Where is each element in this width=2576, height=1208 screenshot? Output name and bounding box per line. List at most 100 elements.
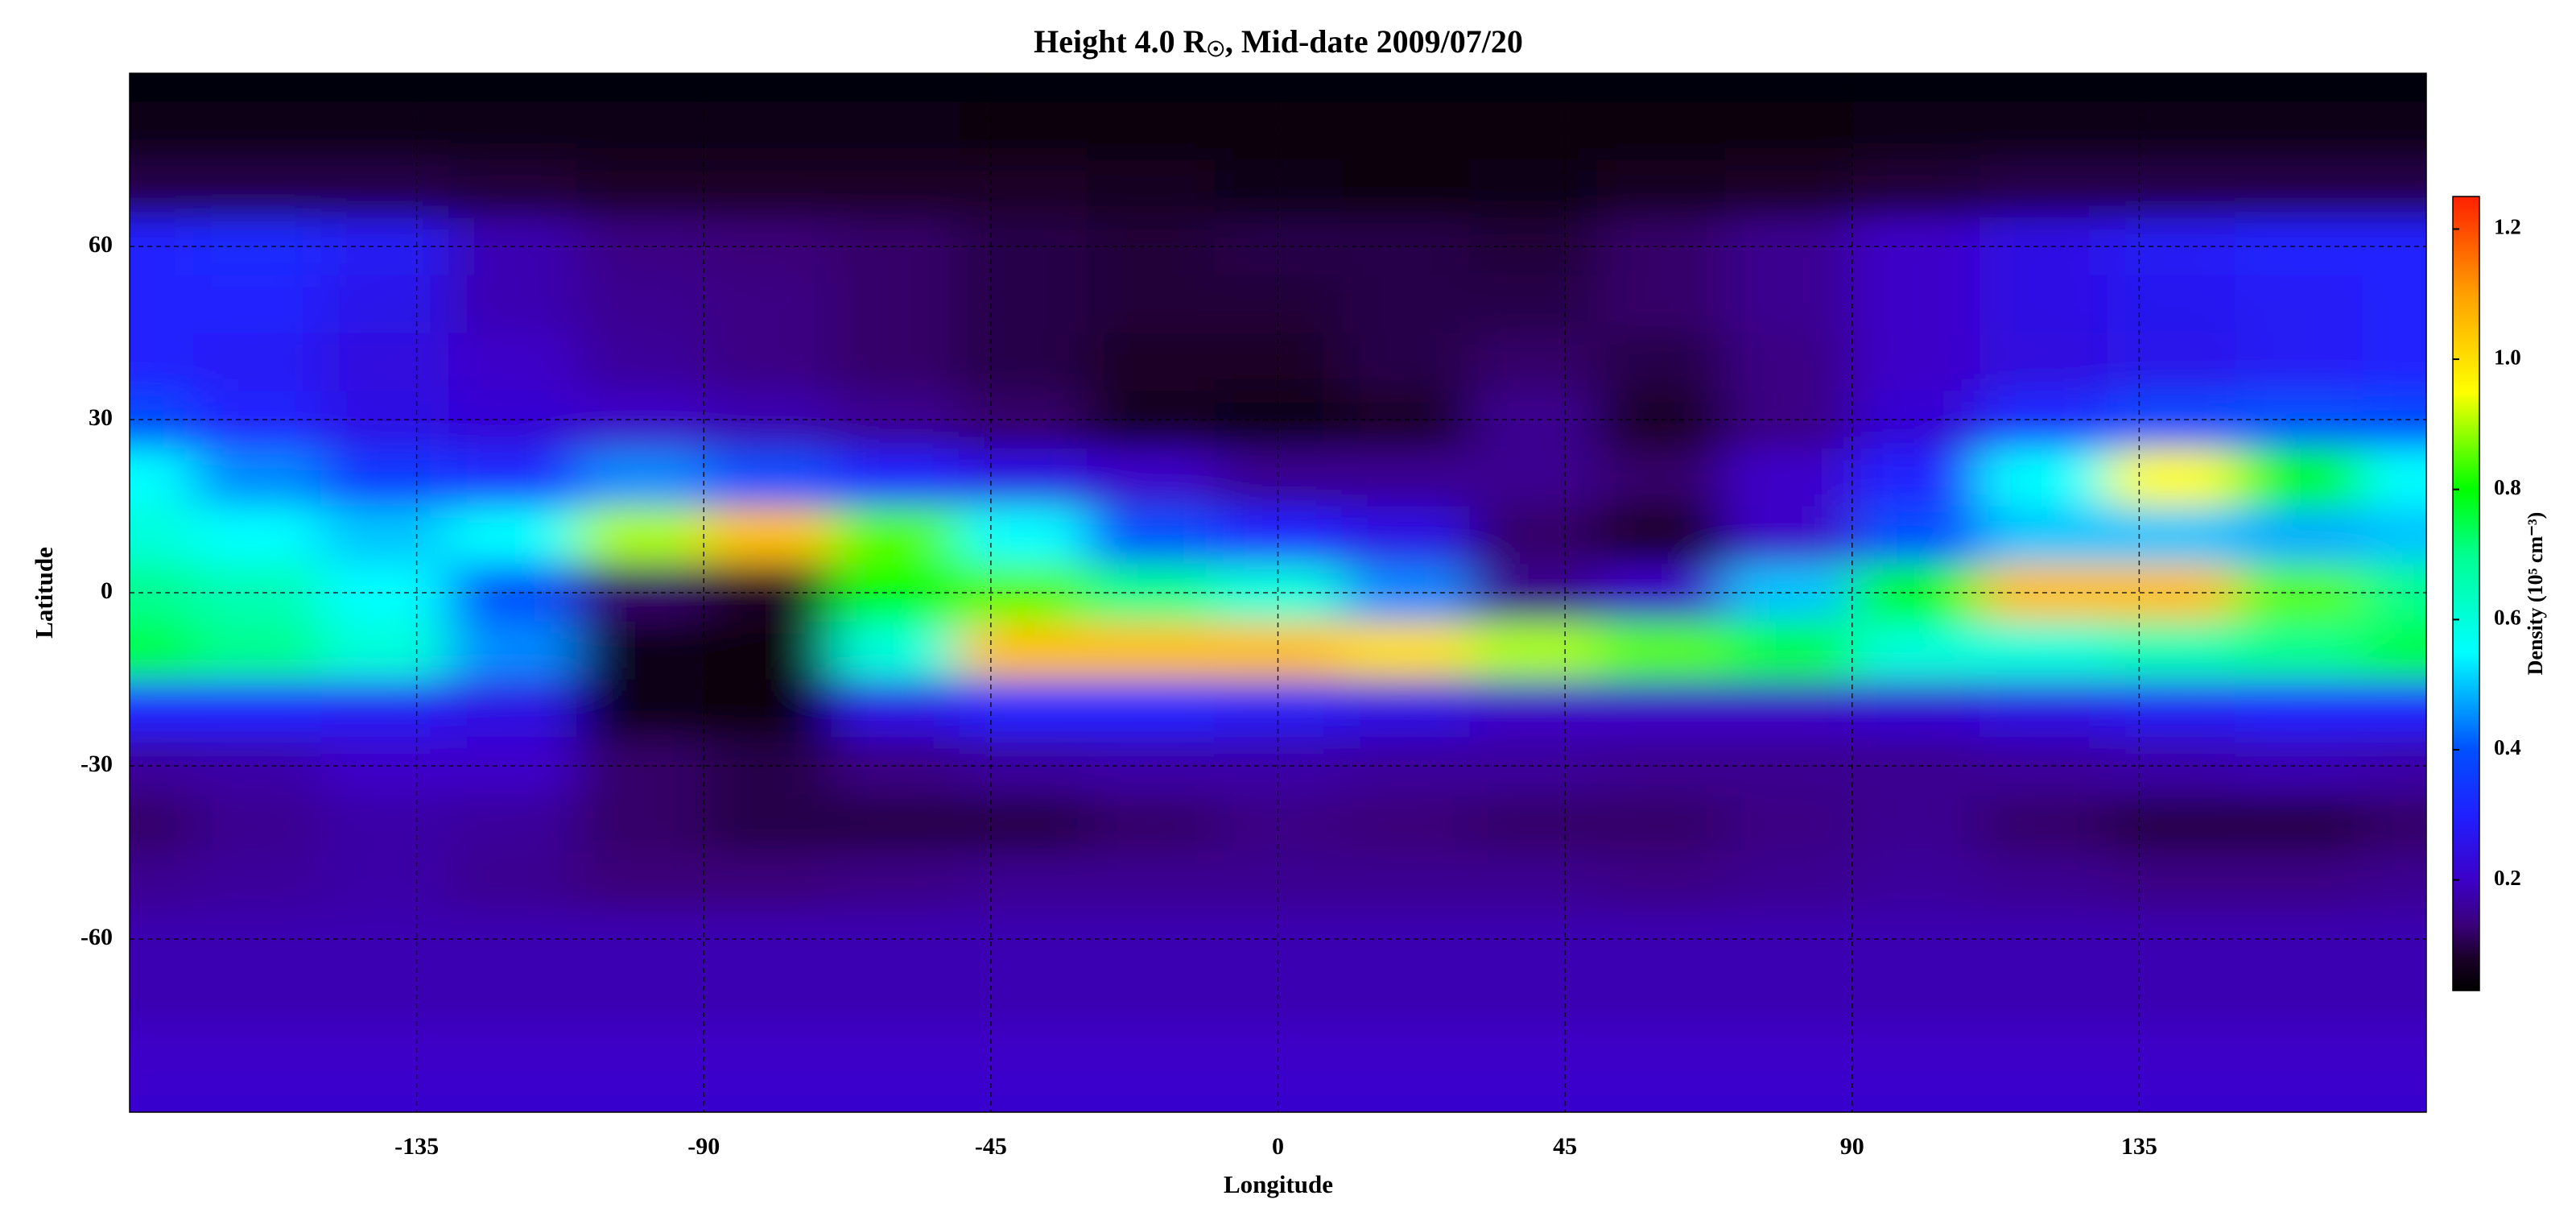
y-tick-label: -60 [80,924,113,950]
density-cell [1214,73,1343,103]
density-cell [2235,794,2363,853]
y-tick-label: 60 [89,231,113,258]
density-cell [1341,679,1470,738]
density-cell [130,159,194,218]
density-cell [448,275,577,333]
density-cell [1852,391,1980,449]
density-cell [1979,333,2108,391]
density-cell [130,101,194,160]
density-cell [1596,506,1725,565]
density-cell [448,794,577,853]
density-cell [1852,101,1980,160]
density-cell [1596,391,1725,449]
density-cell [959,101,1088,160]
density-cell [1596,217,1725,276]
density-cell [576,101,704,160]
density-cell [448,159,577,218]
density-cell [831,967,960,1026]
density-cell [320,506,449,565]
density-cell [1596,448,1725,507]
density-cell [2362,852,2426,911]
density-cell [831,794,960,853]
density-cell [576,217,704,276]
density-cell [704,794,832,853]
density-cell [959,159,1088,218]
density-cell [704,506,832,565]
density-cell [1469,852,1598,911]
colorbar [2452,196,2480,991]
density-cell [2235,73,2363,103]
density-cell [1979,275,2108,333]
density-cell [2235,448,2363,507]
density-cell [193,275,322,333]
density-cell [1596,621,1725,680]
density-cell [1979,159,2108,218]
density-cell [959,73,1088,103]
density-cell [576,448,704,507]
density-cell [1086,506,1215,565]
density-cell [1724,967,1853,1026]
y-tick-label: 30 [89,404,113,431]
density-cell [1596,333,1725,391]
density-cell [1852,448,1980,507]
density-cell [1724,794,1853,853]
density-cell [1086,159,1215,218]
density-cell [576,737,704,796]
density-cell [959,737,1088,796]
density-cell [1724,101,1853,160]
density-cell [1086,73,1215,103]
density-cell [448,852,577,911]
density-cell [193,506,322,565]
density-cell [1979,621,2108,680]
density-cell [193,448,322,507]
density-cell [1724,73,1853,103]
density-cell [576,967,704,1026]
density-cell [1086,1025,1215,1084]
density-cell [130,564,194,623]
density-cell [193,621,322,680]
density-cell [959,333,1088,391]
density-cell [1852,333,1980,391]
density-cell [448,1083,577,1112]
density-cell [1086,448,1215,507]
density-cell [1341,794,1470,853]
density-cell [2235,1025,2363,1084]
density-cell [2107,159,2235,218]
density-cell [959,275,1088,333]
density-cell [2362,621,2426,680]
density-cell [1469,333,1598,391]
density-cell [704,621,832,680]
density-cell [2107,101,2235,160]
density-cell [2107,794,2235,853]
density-cell [2362,159,2426,218]
density-cell [448,621,577,680]
density-cell [1341,333,1470,391]
density-cell [1724,159,1853,218]
density-cell [193,73,322,103]
density-cell [130,1083,194,1112]
density-cell [1596,852,1725,911]
density-cell [2362,448,2426,507]
density-cell [1086,852,1215,911]
density-cell [576,1083,704,1112]
density-cell [704,333,832,391]
density-cell [320,101,449,160]
density-cell [1086,333,1215,391]
y-tick-label: 0 [101,577,113,604]
density-cell [1596,73,1725,103]
density-cell [1341,621,1470,680]
density-cell [2362,967,2426,1026]
x-tick-label: -90 [687,1133,720,1160]
density-cell [1724,679,1853,738]
density-cell [959,506,1088,565]
density-cell [130,333,194,391]
density-cell [959,679,1088,738]
density-cell [831,101,960,160]
density-cell [2107,621,2235,680]
title-subscript: ☉ [1207,38,1225,61]
density-cell [2107,1083,2235,1112]
density-cell [576,564,704,623]
density-cell [130,1025,194,1084]
density-cell [831,73,960,103]
